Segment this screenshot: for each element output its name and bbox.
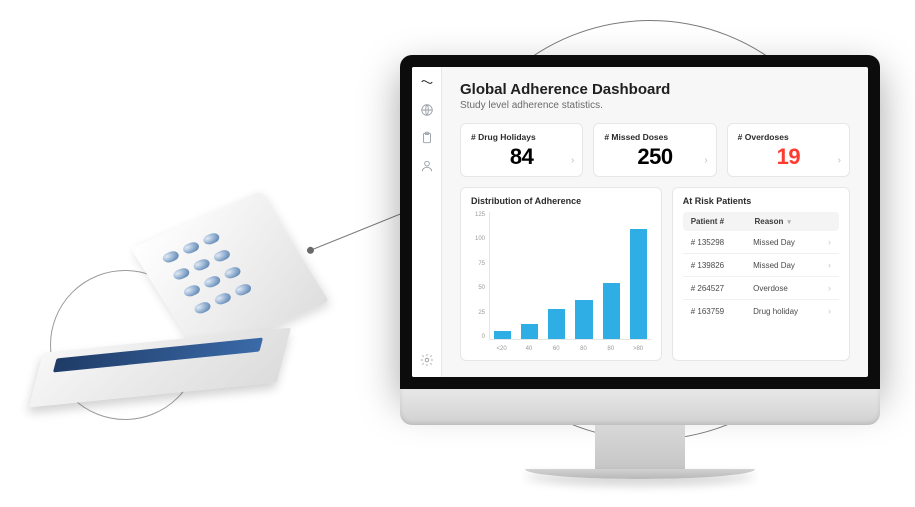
page-title: Global Adherence Dashboard xyxy=(460,81,850,98)
settings-icon[interactable] xyxy=(420,353,434,367)
patient-id: # 135298 xyxy=(691,238,753,247)
x-tick-label: 80 xyxy=(575,346,592,352)
pill-dispenser-device xyxy=(40,200,340,430)
y-tick-label: 0 xyxy=(471,334,485,340)
chart-bars xyxy=(489,212,651,340)
table-header: Patient # Reason ▾ xyxy=(683,212,839,231)
metric-label: # Overdoses xyxy=(738,132,839,142)
metric-value: 250 xyxy=(604,144,705,170)
monitor: Global Adherence Dashboard Study level a… xyxy=(400,55,880,479)
panel-title: Distribution of Adherence xyxy=(471,196,651,206)
reason: Overdose xyxy=(753,284,828,293)
chevron-right-icon: › xyxy=(828,283,831,293)
metric-label: # Drug Holidays xyxy=(471,132,572,142)
metric-value: 84 xyxy=(471,144,572,170)
chevron-right-icon: › xyxy=(838,155,841,166)
x-tick-label: 40 xyxy=(520,346,537,352)
column-header-patient[interactable]: Patient # xyxy=(691,217,755,226)
adherence-chart-panel: Distribution of Adherence 125 100 75 50 25 0 … xyxy=(460,187,662,361)
at-risk-patients-panel: At Risk Patients Patient # Reason ▾ # 13… xyxy=(672,187,850,361)
metric-overdoses[interactable]: # Overdoses 19 › xyxy=(727,123,850,177)
metric-missed-doses[interactable]: # Missed Doses 250 › xyxy=(593,123,716,177)
monitor-stand-neck xyxy=(595,425,685,469)
panel-title: At Risk Patients xyxy=(683,196,839,206)
x-tick-label: 80 xyxy=(602,346,619,352)
monitor-stand-foot xyxy=(525,469,755,479)
user-icon[interactable] xyxy=(420,159,434,173)
metric-drug-holidays[interactable]: # Drug Holidays 84 › xyxy=(460,123,583,177)
sidebar xyxy=(412,67,442,377)
metric-value: 19 xyxy=(738,144,839,170)
chart-bar xyxy=(521,324,538,339)
chart-bar xyxy=(575,300,592,339)
patient-id: # 163759 xyxy=(691,307,753,316)
patient-id: # 264527 xyxy=(691,284,753,293)
dashboard-content: Global Adherence Dashboard Study level a… xyxy=(442,67,868,377)
chart-bar xyxy=(494,331,511,339)
table-row[interactable]: # 264527Overdose› xyxy=(683,277,839,300)
clipboard-icon[interactable] xyxy=(420,131,434,145)
y-tick-label: 100 xyxy=(471,236,485,242)
chevron-right-icon: › xyxy=(828,260,831,270)
logo-icon[interactable] xyxy=(420,75,434,89)
table-body: # 135298Missed Day›# 139826Missed Day›# … xyxy=(683,231,839,322)
globe-icon[interactable] xyxy=(420,103,434,117)
x-tick-label: >80 xyxy=(629,346,646,352)
y-tick-label: 50 xyxy=(471,285,485,291)
chevron-right-icon: › xyxy=(828,237,831,247)
reason: Missed Day xyxy=(753,238,828,247)
patient-id: # 139826 xyxy=(691,261,753,270)
sort-caret-icon: ▾ xyxy=(787,218,791,226)
bar-chart: 125 100 75 50 25 0 <20 40 60 80 80 >80 xyxy=(471,212,651,352)
reason: Drug holiday xyxy=(753,307,828,316)
table-row[interactable]: # 135298Missed Day› xyxy=(683,231,839,254)
metrics-row: # Drug Holidays 84 › # Missed Doses 250 … xyxy=(460,123,850,177)
column-header-reason[interactable]: Reason ▾ xyxy=(754,217,831,226)
chevron-right-icon: › xyxy=(571,155,574,166)
monitor-chin xyxy=(400,389,880,425)
chart-bar xyxy=(548,309,565,339)
y-tick-label: 25 xyxy=(471,310,485,316)
panels-row: Distribution of Adherence 125 100 75 50 25 0 … xyxy=(460,187,850,361)
y-tick-label: 75 xyxy=(471,261,485,267)
chart-y-axis: 125 100 75 50 25 0 xyxy=(471,212,489,352)
chevron-right-icon: › xyxy=(828,306,831,316)
table-row[interactable]: # 139826Missed Day› xyxy=(683,254,839,277)
monitor-bezel: Global Adherence Dashboard Study level a… xyxy=(400,55,880,389)
chevron-right-icon: › xyxy=(704,155,707,166)
chart-bar xyxy=(603,283,620,339)
chart-x-axis: <20 40 60 80 80 >80 xyxy=(489,346,651,352)
dashboard-screen: Global Adherence Dashboard Study level a… xyxy=(412,67,868,377)
page-subtitle: Study level adherence statistics. xyxy=(460,100,850,111)
chart-bar xyxy=(630,229,647,339)
x-tick-label: <20 xyxy=(493,346,510,352)
table-row[interactable]: # 163759Drug holiday› xyxy=(683,300,839,322)
y-tick-label: 125 xyxy=(471,212,485,218)
metric-label: # Missed Doses xyxy=(604,132,705,142)
x-tick-label: 60 xyxy=(548,346,565,352)
reason: Missed Day xyxy=(753,261,828,270)
